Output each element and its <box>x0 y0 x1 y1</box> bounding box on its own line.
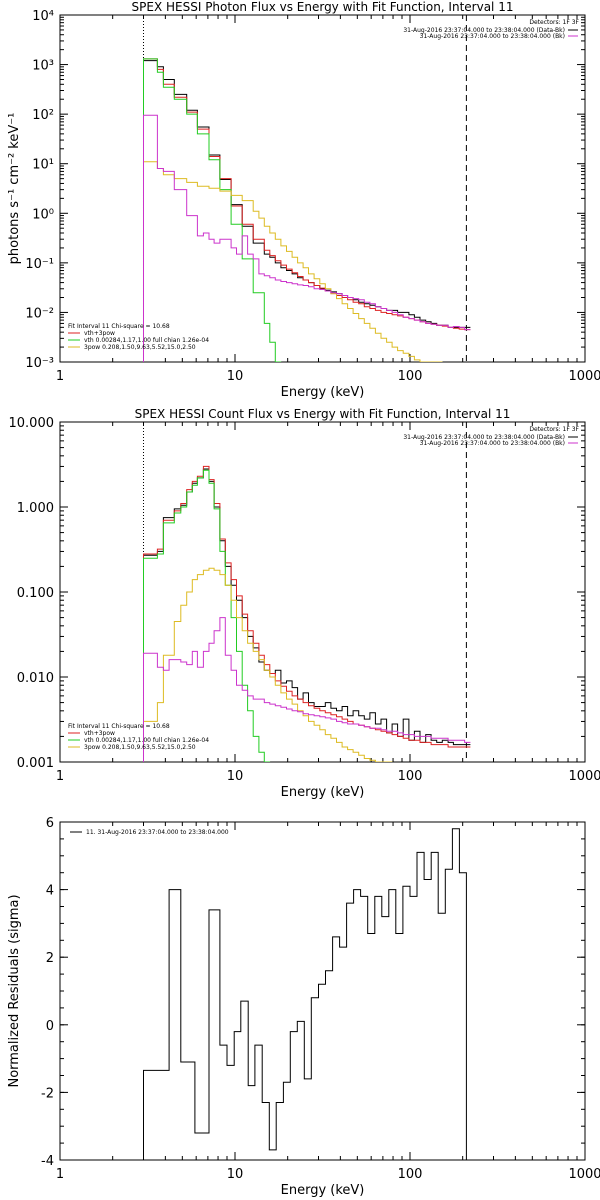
series-line-1 <box>143 58 471 362</box>
fit-legend-label: 3pow 0.208,1.50,9.63,5.52,15.0,2.50 <box>84 744 196 751</box>
y-tick-label: 0.010 <box>17 671 54 686</box>
fit-legend-label: 3pow 0.208,1.50,9.63,5.52,15.0,2.50 <box>84 344 196 351</box>
y-axis-title: photons s⁻¹ cm⁻² keV⁻¹ <box>7 113 22 265</box>
series-line-0 <box>143 468 471 762</box>
x-tick-label: 1000 <box>568 769 600 784</box>
residuals-panel: 1 10 100 1000 -4 -2 0 2 4 6 Energy (keV) Normalized… <box>7 816 600 1198</box>
x-tick-label: 1 <box>56 769 64 784</box>
y-tick-label: 0.001 <box>17 756 54 771</box>
y-tick-label: 10² <box>32 108 54 123</box>
x-axis-title: Energy (keV) <box>281 785 365 800</box>
series-line-3 <box>143 161 443 362</box>
series-group <box>143 828 467 1160</box>
chart-title: SPEX HESSI Photon Flux vs Energy with Fi… <box>132 0 514 14</box>
detectors-label: Detectors: 1F 3F <box>529 426 579 433</box>
y-tick-label: 10⁻¹ <box>25 257 54 272</box>
count-flux-panel: 1 10 100 1000 0.001 0.010 0.100 1.000 10.000 SPEX… <box>9 407 600 800</box>
y-tick-label: 2 <box>46 951 54 966</box>
series-line-4 <box>143 617 471 762</box>
y-tick-label: 0 <box>46 1019 54 1034</box>
series-line-0 <box>143 60 471 362</box>
x-axis-title: Energy (keV) <box>281 385 365 400</box>
y-tick-label: 10¹ <box>32 158 54 173</box>
header-legend-label: 31-Aug-2016 23:37:04.000 to 23:38:04.000… <box>420 440 565 447</box>
y-tick-label: 1.000 <box>17 501 54 516</box>
x-tick-label: 1000 <box>568 1167 600 1182</box>
series-line-2 <box>143 469 271 762</box>
x-tick-label: 1 <box>56 1167 64 1182</box>
plot-frame <box>59 14 586 363</box>
x-tick-label: 10 <box>227 769 244 784</box>
y-tick-label: 0.100 <box>17 586 54 601</box>
series-line-2 <box>143 58 282 362</box>
y-axis-title: Normalized Residuals (sigma) <box>7 894 22 1087</box>
x-tick-label: 10 <box>227 369 244 384</box>
x-tick-label: 100 <box>398 769 423 784</box>
series-line-0 <box>143 828 467 1160</box>
y-tick-label: 6 <box>46 816 54 831</box>
fit-legend-label: vth 0.00284,1.17,1.00 full chian 1.26e-0… <box>84 337 209 344</box>
series-line-1 <box>143 465 471 762</box>
y-tick-label: 10⁻² <box>25 306 54 321</box>
header-legend-label: 31-Aug-2016 23:37:04.000 to 23:38:04.000… <box>403 434 565 441</box>
fit-legend-label: vth 0.00284,1.17,1.00 full chian 1.26e-0… <box>84 737 209 744</box>
plot-frame <box>59 821 586 1161</box>
y-tick-label: -4 <box>41 1154 54 1169</box>
fit-chi-square-label: Fit Interval 11 Chi-square = 10.68 <box>68 723 170 730</box>
y-tick-label: 10⁻³ <box>25 356 54 371</box>
chart-title: SPEX HESSI Count Flux vs Energy with Fit… <box>135 407 511 421</box>
series-group <box>143 58 471 362</box>
x-tick-label: 1000 <box>568 369 600 384</box>
x-tick-label: 100 <box>398 369 423 384</box>
y-tick-label: 10.000 <box>9 416 55 431</box>
y-tick-label: 10⁴ <box>32 9 54 24</box>
y-tick-label: -2 <box>41 1086 54 1101</box>
series-line-4 <box>143 114 471 362</box>
y-tick-label: 4 <box>46 884 54 899</box>
series-group <box>143 465 471 762</box>
x-axis-title: Energy (keV) <box>281 1183 365 1198</box>
x-tick-label: 100 <box>398 1167 423 1182</box>
y-tick-label: 10³ <box>32 59 54 74</box>
fit-legend-label: vth+3pow <box>84 730 115 737</box>
fit-chi-square-label: Fit Interval 11 Chi-square = 10.68 <box>68 323 170 330</box>
y-tick-label: 10⁰ <box>32 207 54 222</box>
x-tick-label: 1 <box>56 369 64 384</box>
header-legend-label: 11. 31-Aug-2016 23:37:04.000 to 23:38:04… <box>86 829 229 836</box>
header-legend-label: 31-Aug-2016 23:37:04.000 to 23:38:04.000… <box>420 33 565 40</box>
series-line-3 <box>143 567 393 762</box>
photon-flux-panel: 1 10 100 1000 10⁻³ 10⁻² 10⁻¹ 10⁰ 10¹ 10² 10³ 10⁴ SPE… <box>7 0 600 400</box>
x-tick-label: 10 <box>227 1167 244 1182</box>
detectors-label: Detectors: 1F 3F <box>529 19 579 26</box>
fit-legend-label: vth+3pow <box>84 330 115 337</box>
header-legend-label: 31-Aug-2016 23:37:04.000 to 23:38:04.000… <box>403 27 565 34</box>
